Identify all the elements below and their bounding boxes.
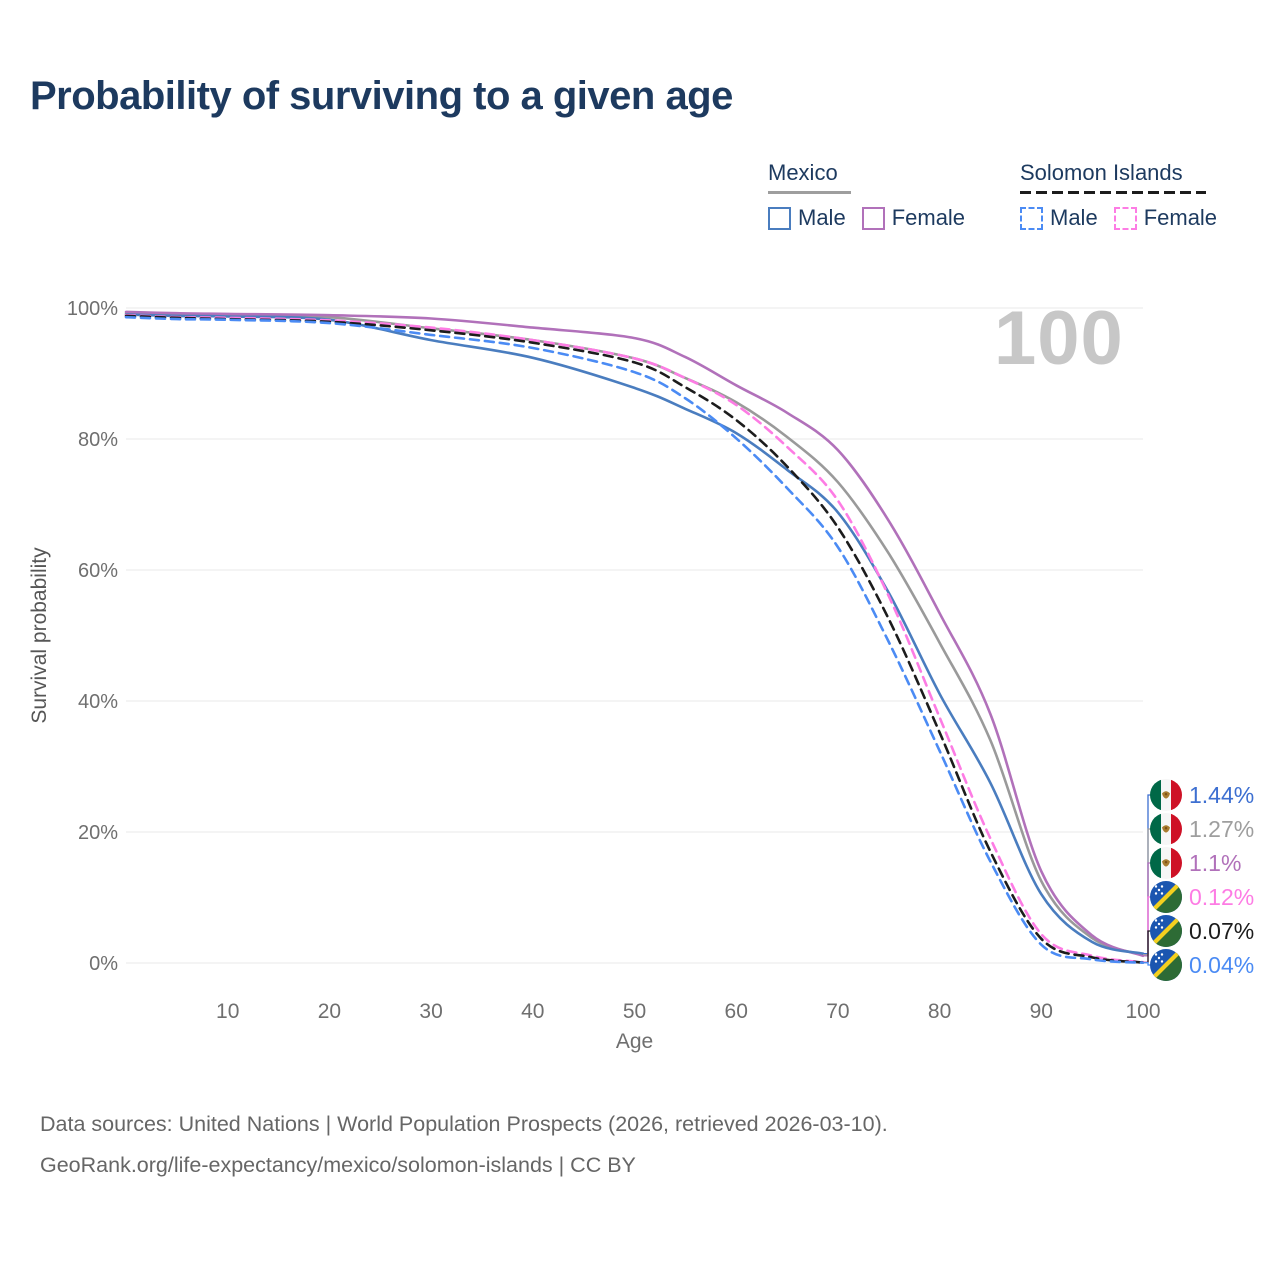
- series-line-mexico-female[interactable]: [124, 310, 1145, 958]
- mexico-flag-icon: [1150, 779, 1182, 811]
- end-label-value: 1.44%: [1189, 781, 1255, 808]
- x-tick-label: 10: [216, 1000, 239, 1023]
- x-tick-label: 70: [826, 1000, 849, 1023]
- legend-group-title: Solomon Islands: [1020, 160, 1183, 185]
- source-line-1: Data sources: United Nations | World Pop…: [40, 1112, 888, 1136]
- series-line-solomon-islands-male[interactable]: [124, 315, 1145, 964]
- series-line-mexico-both[interactable]: [124, 311, 1145, 956]
- legend-swatch-solomon-islands-male: [1020, 206, 1043, 230]
- x-tick-label: 80: [928, 1000, 951, 1023]
- solomon-islands-flag-icon: [1150, 949, 1182, 981]
- end-label-solomon-islands-both: 0.07%: [1150, 915, 1254, 947]
- y-tick-label: 20%: [78, 822, 118, 844]
- mexico-flag-icon: [1150, 847, 1182, 879]
- source-line-2: GeoRank.org/life-expectancy/mexico/solom…: [40, 1153, 636, 1177]
- series-line-solomon-islands-female[interactable]: [124, 313, 1145, 964]
- legend-swatch-solomon-islands-female: [1113, 206, 1137, 230]
- solomon-islands-flag-icon: [1150, 881, 1182, 913]
- hover-age-watermark: 100: [994, 296, 1124, 381]
- legend-item-label: Male: [1050, 205, 1098, 230]
- y-tick-label: 0%: [89, 953, 118, 975]
- y-tick-label: 100%: [67, 298, 118, 320]
- legend-item-label: Male: [798, 205, 846, 230]
- solomon-islands-flag-icon: [1150, 915, 1182, 947]
- end-label-solomon-islands-female: 0.12%: [1150, 881, 1254, 913]
- legend-item-label: Female: [1143, 205, 1218, 230]
- legend-item-label: Female: [891, 205, 966, 230]
- legend-swatch-mexico-male: [768, 206, 791, 230]
- legend-item-solomon-islands-male[interactable]: Male: [1020, 205, 1098, 231]
- end-label-mexico-female: 1.1%: [1150, 847, 1241, 879]
- end-label-mexico-both: 1.27%: [1150, 813, 1254, 845]
- end-label-value: 1.1%: [1189, 849, 1242, 876]
- y-axis-title: Survival probability: [28, 547, 51, 724]
- legend-solid-line-sample: [768, 191, 851, 194]
- x-tick-label: 20: [318, 1000, 341, 1023]
- legend-dashed-line-sample: [1020, 191, 1206, 194]
- end-label-value: 0.07%: [1189, 917, 1255, 944]
- series-line-mexico-male[interactable]: [124, 313, 1145, 955]
- x-tick-label: 50: [623, 1000, 646, 1023]
- legend-group-title: Mexico: [768, 160, 838, 185]
- source-footer: Data sources: United Nations | World Pop…: [40, 1104, 888, 1186]
- x-tick-label: 60: [725, 1000, 748, 1023]
- x-axis-title: Age: [616, 1030, 653, 1053]
- legend-item-mexico-female[interactable]: Female: [861, 205, 966, 231]
- mexico-flag-icon: [1150, 813, 1182, 845]
- end-label-mexico-male: 1.44%: [1150, 779, 1254, 811]
- y-tick-label: 60%: [78, 560, 118, 582]
- legend-swatch-mexico-female: [861, 206, 885, 230]
- x-tick-label: 30: [419, 1000, 442, 1023]
- legend-item-solomon-islands-female[interactable]: Female: [1113, 205, 1218, 231]
- page-title: Probability of surviving to a given age: [30, 74, 733, 118]
- x-tick-label: 90: [1030, 1000, 1053, 1023]
- end-label-solomon-islands-male: 0.04%: [1150, 949, 1254, 981]
- end-label-value: 0.04%: [1189, 951, 1255, 978]
- x-tick-label: 100: [1125, 1000, 1160, 1023]
- legend-item-mexico-male[interactable]: Male: [768, 205, 846, 231]
- legend-group-solomon-islands: Solomon Islands Male Female: [1020, 160, 1217, 231]
- x-tick-label: 40: [521, 1000, 544, 1023]
- y-tick-label: 80%: [78, 429, 118, 451]
- series-line-solomon-islands-both[interactable]: [124, 314, 1145, 964]
- end-label-value: 1.27%: [1189, 815, 1255, 842]
- end-label-value: 0.12%: [1189, 883, 1255, 910]
- legend-group-mexico: Mexico Male Female: [768, 160, 965, 231]
- y-tick-label: 40%: [78, 691, 118, 713]
